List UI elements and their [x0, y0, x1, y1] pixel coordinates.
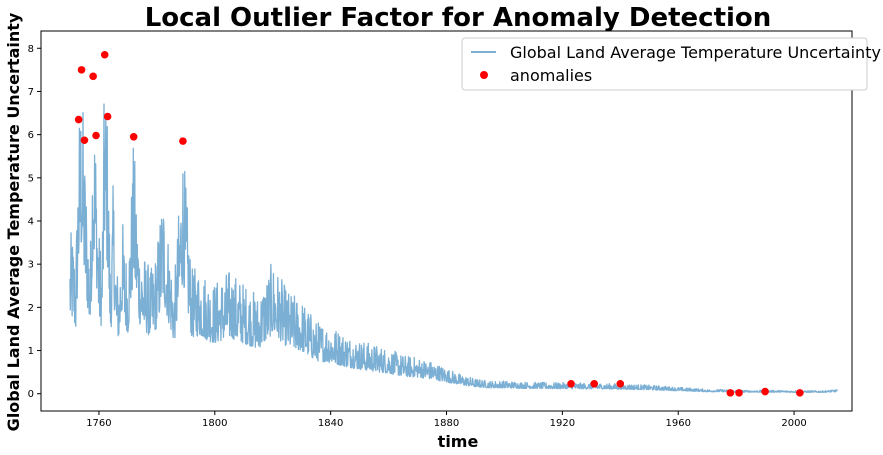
anomaly-point — [89, 72, 97, 81]
anomaly-point — [735, 389, 743, 397]
x-tick-label: 1840 — [318, 418, 343, 429]
x-tick-label: 2000 — [781, 418, 806, 429]
y-tick-label: 8 — [28, 44, 34, 55]
y-tick-label: 2 — [28, 303, 34, 314]
x-tick-label: 1760 — [86, 418, 111, 429]
anomaly-point — [726, 389, 735, 397]
anomaly-point — [616, 379, 625, 388]
y-tick-label: 5 — [28, 173, 34, 184]
x-tick-label: 1800 — [202, 418, 227, 429]
y-tick-label: 7 — [28, 87, 34, 98]
anomaly-point — [129, 132, 138, 141]
x-tick-label: 1880 — [434, 418, 459, 429]
anomaly-point — [567, 379, 575, 388]
y-tick-label: 3 — [28, 260, 34, 271]
y-axis-label: Global Land Average Temperature Uncertai… — [4, 12, 23, 431]
x-tick-label: 1960 — [665, 418, 690, 429]
y-tick-label: 0 — [28, 389, 34, 400]
anomaly-point — [77, 66, 86, 74]
series-line-temperature-uncertainty — [69, 103, 838, 394]
anomaly-point — [74, 115, 83, 124]
legend-frame — [461, 37, 868, 91]
legend-marker-anomalies — [480, 71, 488, 79]
legend: Global Land Average Temperature Uncertai… — [461, 37, 881, 91]
anomaly-point — [796, 389, 804, 397]
anomaly-point — [179, 137, 187, 145]
anomaly-point — [103, 112, 112, 121]
y-tick-label: 4 — [28, 217, 34, 228]
y-tick-label: 1 — [28, 346, 34, 357]
x-tick-label: 1920 — [550, 418, 575, 429]
y-tick-label: 6 — [28, 130, 34, 141]
x-axis-label: time — [438, 432, 479, 451]
legend-label-anomalies: anomalies — [510, 66, 592, 85]
anomaly-point — [80, 136, 89, 145]
anomaly-point — [92, 131, 100, 140]
legend-label-temperature: Global Land Average Temperature Uncertai… — [510, 43, 881, 62]
chart-title: Local Outlier Factor for Anomaly Detecti… — [145, 3, 772, 33]
plot-area: 1760 1800 1840 1880 1920 1960 2000 0 1 2 3 4 5 6 7 8 — [28, 30, 853, 429]
anomaly-point — [761, 387, 769, 396]
anomaly-point — [590, 379, 599, 388]
anomaly-point — [100, 50, 109, 59]
